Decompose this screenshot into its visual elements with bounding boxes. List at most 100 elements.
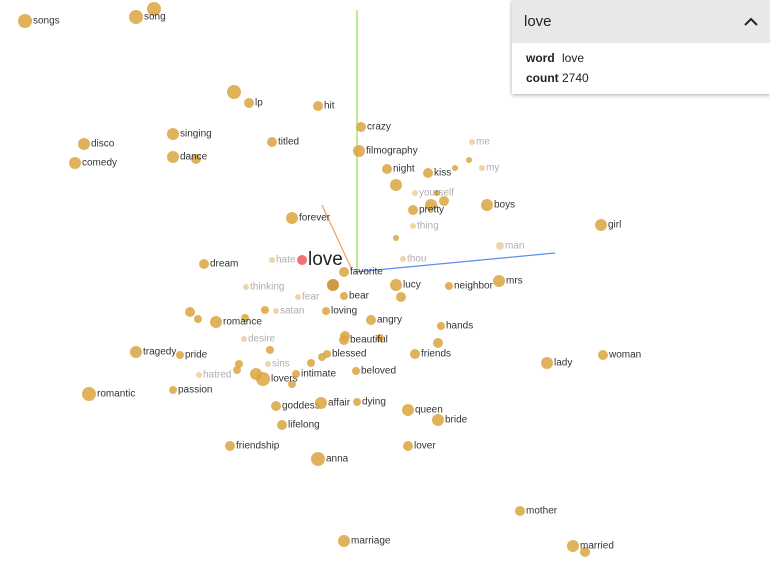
point-label: hatred	[203, 370, 231, 381]
point	[288, 380, 296, 388]
points: songs song lp hit crazy singing disco titled fil…	[18, 10, 641, 552]
point	[496, 242, 504, 250]
point	[286, 212, 298, 224]
point	[227, 85, 241, 99]
point-label: lifelong	[288, 420, 320, 431]
point-label: neighbor	[454, 281, 494, 292]
point-label: passion	[178, 385, 212, 396]
point	[479, 165, 485, 171]
point-label: goddess	[282, 401, 320, 412]
point	[433, 338, 443, 348]
point	[244, 98, 254, 108]
point	[241, 314, 249, 322]
point	[78, 138, 90, 150]
point	[595, 219, 607, 231]
point-label: filmography	[366, 146, 418, 157]
point-label: loving	[331, 306, 357, 317]
point	[567, 540, 579, 552]
point-label: beloved	[361, 366, 396, 377]
point	[425, 199, 437, 211]
point-label: thing	[417, 221, 439, 232]
field-row: count 2740	[526, 72, 770, 84]
point-label: yourself	[419, 188, 454, 199]
point-label: blessed	[332, 349, 366, 360]
point	[403, 441, 413, 451]
point	[469, 139, 475, 145]
point	[515, 506, 525, 516]
point	[176, 351, 184, 359]
point-label: songs	[33, 16, 60, 27]
point-label: hate	[276, 255, 296, 266]
point-label: man	[505, 241, 524, 252]
point	[185, 307, 195, 317]
point-label: affair	[328, 398, 351, 409]
point-label: desire	[248, 334, 276, 345]
point-label: dream	[210, 259, 238, 270]
point	[400, 256, 406, 262]
point	[277, 420, 287, 430]
point	[390, 179, 402, 191]
point	[169, 386, 177, 394]
point	[194, 315, 202, 323]
point	[243, 284, 249, 290]
point	[130, 346, 142, 358]
point	[315, 397, 327, 409]
point	[313, 101, 323, 111]
point	[340, 292, 348, 300]
point	[356, 122, 366, 132]
axis-x	[354, 252, 556, 273]
point	[339, 335, 349, 345]
point	[598, 350, 608, 360]
point	[353, 145, 365, 157]
point	[271, 401, 281, 411]
point	[292, 370, 300, 378]
point	[191, 154, 201, 164]
point	[167, 151, 179, 163]
point-label: boys	[494, 200, 515, 211]
point-label: mother	[526, 506, 558, 517]
point-label: favorite	[350, 267, 383, 278]
point-label: singing	[180, 129, 212, 140]
field-key: word	[526, 51, 555, 65]
point	[261, 306, 269, 314]
point	[147, 2, 161, 16]
point-label: me	[476, 137, 490, 148]
point	[410, 223, 416, 229]
point-label: fear	[302, 292, 320, 303]
field-row: word love	[526, 51, 770, 65]
panel-header[interactable]: love	[512, 0, 770, 43]
collapse-icon[interactable]	[744, 17, 758, 27]
point-label: disco	[91, 139, 115, 150]
point-label: lover	[414, 441, 436, 452]
point	[196, 372, 202, 378]
point-label: sins	[272, 359, 290, 370]
point-label: lucy	[403, 280, 421, 291]
point	[437, 322, 445, 330]
point	[366, 315, 376, 325]
point-label: lovers	[271, 374, 298, 385]
point-label: satan	[280, 306, 304, 317]
point	[241, 336, 247, 342]
point	[210, 316, 222, 328]
point	[396, 292, 406, 302]
point-label: married	[580, 541, 614, 552]
point	[295, 294, 301, 300]
point	[266, 346, 274, 354]
point-label: pretty	[419, 205, 444, 216]
point	[225, 441, 235, 451]
point	[267, 137, 277, 147]
point-label: lp	[255, 98, 263, 109]
point	[129, 10, 143, 24]
point-label: queen	[415, 405, 443, 416]
point	[69, 157, 81, 169]
point-label: woman	[608, 350, 641, 361]
point-label: angry	[377, 315, 402, 326]
point-label: girl	[608, 220, 621, 231]
point	[82, 387, 96, 401]
point	[269, 257, 275, 263]
point-label: hit	[324, 101, 335, 112]
point-label: bear	[349, 291, 370, 302]
point-label: my	[486, 163, 499, 174]
point	[410, 349, 420, 359]
